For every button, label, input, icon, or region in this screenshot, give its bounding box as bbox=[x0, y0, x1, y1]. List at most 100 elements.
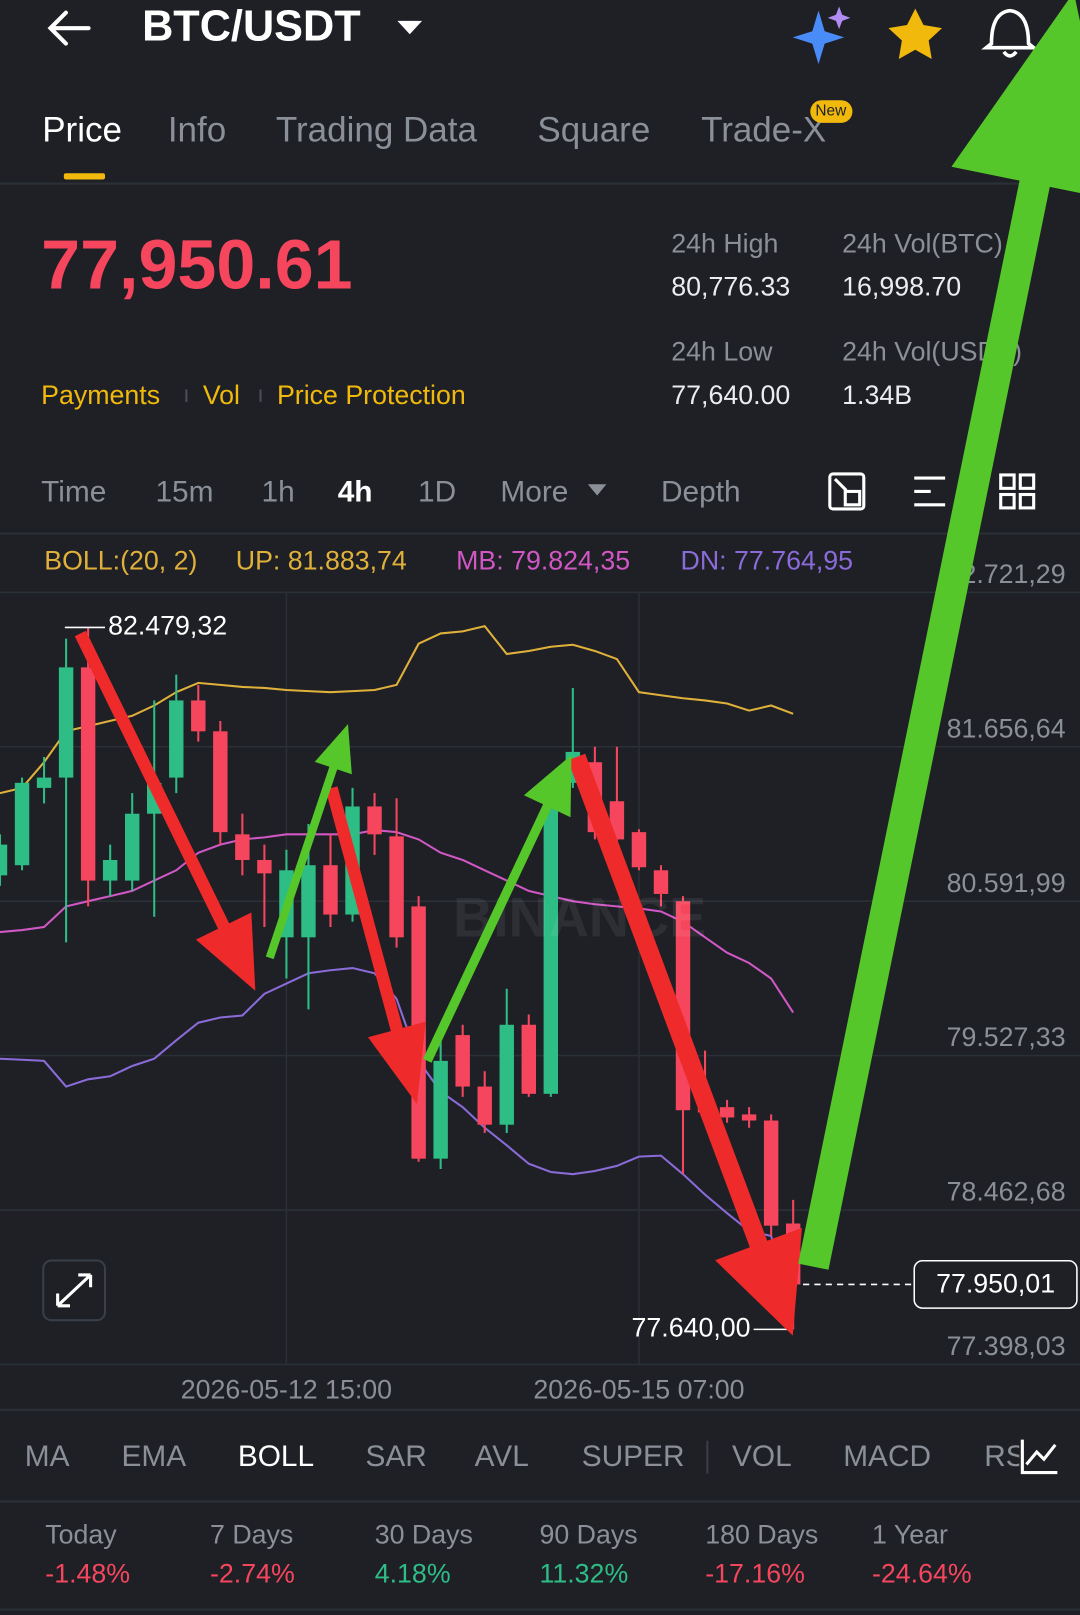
period-change: -24.64% bbox=[872, 1559, 972, 1589]
stat-label: 24h High bbox=[671, 228, 778, 258]
indicator-tab[interactable]: EMA bbox=[121, 1440, 186, 1473]
candle-body bbox=[433, 1060, 448, 1159]
indicator-tab[interactable]: SUPER bbox=[582, 1440, 685, 1473]
band-legend: UP: 81.883,74 bbox=[236, 546, 407, 576]
period-label: 1 Year bbox=[872, 1519, 948, 1549]
candle-body bbox=[653, 870, 669, 894]
candle-body bbox=[0, 844, 8, 876]
stat-value: 77,640.00 bbox=[671, 380, 790, 410]
expand-icon bbox=[56, 1273, 93, 1308]
interval[interactable]: 15m bbox=[155, 475, 213, 508]
x-tick-label: 2026-05-15 07:00 bbox=[533, 1374, 744, 1404]
period-label: 180 Days bbox=[705, 1519, 818, 1549]
interval[interactable]: More bbox=[500, 475, 568, 508]
candle-body bbox=[367, 806, 382, 835]
high-label: 82.479,32 bbox=[108, 610, 227, 640]
interval[interactable]: 1h bbox=[262, 475, 295, 508]
candle-body bbox=[102, 859, 118, 881]
band-legend: MB: 79.824,35 bbox=[456, 546, 630, 576]
indicator-tabs: MA EMA BOLL SAR AVL SUPER VOL MACD RSI bbox=[25, 1440, 1034, 1473]
tab[interactable]: Square bbox=[537, 110, 650, 149]
tab[interactable]: Price bbox=[42, 110, 122, 149]
new-badge bbox=[810, 100, 853, 123]
current-price-label: 77.950,01 bbox=[936, 1269, 1055, 1299]
candle-body bbox=[323, 865, 338, 915]
candle-body bbox=[455, 1035, 470, 1087]
more-caret[interactable] bbox=[587, 484, 607, 496]
candle-body bbox=[191, 700, 206, 732]
pair-title[interactable]: BTC/USDT bbox=[142, 3, 361, 51]
back-button[interactable] bbox=[47, 10, 91, 46]
candle-body bbox=[477, 1086, 492, 1125]
pair-dropdown[interactable] bbox=[397, 20, 423, 35]
boll-band bbox=[0, 967, 795, 1312]
period-change: -2.74% bbox=[210, 1559, 295, 1589]
x-tick-label: 2026-05-12 15:00 bbox=[181, 1374, 392, 1404]
tab-underline bbox=[63, 173, 106, 180]
candle-body bbox=[235, 834, 250, 860]
interval[interactable]: 4h bbox=[338, 475, 373, 508]
indicator-tab[interactable]: MACD bbox=[843, 1440, 931, 1473]
interval[interactable]: Time bbox=[41, 475, 106, 508]
candle-body bbox=[169, 700, 184, 778]
indicator-tab[interactable]: BOLL bbox=[238, 1440, 314, 1473]
stat-value: 1.34B bbox=[842, 380, 912, 410]
arrow bbox=[798, 0, 1080, 1270]
period-change: 4.18% bbox=[375, 1559, 451, 1589]
link[interactable]: Payments bbox=[41, 380, 160, 410]
bell-icon[interactable] bbox=[981, 8, 1039, 58]
candle-body bbox=[14, 782, 30, 866]
boll-band bbox=[0, 625, 794, 795]
favorite-star[interactable] bbox=[888, 8, 943, 60]
stats: 24h High 80,776.33 24h Vol(BTC) 16,998.70 24… bbox=[671, 228, 1022, 409]
y-tick-label: 81.656,64 bbox=[947, 713, 1066, 743]
arrow bbox=[265, 724, 352, 960]
candlestick-chart: 82.721,2981.656,6480.591,9979.527,3378.4… bbox=[0, 559, 1080, 1404]
y-tick-label: 78.462,68 bbox=[947, 1177, 1066, 1207]
period-change: -17.16% bbox=[705, 1559, 805, 1589]
interval-bar: Time 15m 1h 4h 1D More Depth bbox=[41, 475, 740, 508]
candle-body bbox=[631, 832, 647, 868]
stat-value: 80,776.33 bbox=[671, 272, 790, 302]
tab[interactable]: Trading Data bbox=[276, 110, 478, 149]
candle-body bbox=[257, 859, 272, 874]
arrow bbox=[423, 754, 572, 1063]
indicator-tab[interactable]: AVL bbox=[475, 1440, 529, 1473]
tab[interactable]: Info bbox=[168, 110, 226, 149]
current-price-box bbox=[913, 1259, 1078, 1309]
chart-tools[interactable] bbox=[828, 472, 1036, 511]
arrow bbox=[567, 753, 802, 1336]
indicator-name: BOLL:(20, 2) bbox=[44, 546, 197, 576]
interval[interactable]: Depth bbox=[661, 475, 741, 508]
performance: Today -1.48% 7 Days -2.74% 30 Days 4.18% 90 Da… bbox=[45, 1519, 971, 1588]
tab[interactable]: Trade-X bbox=[701, 110, 826, 149]
y-tick-label: 79.527,33 bbox=[947, 1022, 1066, 1052]
tab-bar: Price Info Trading Data Square Trade-X bbox=[42, 110, 826, 149]
expand-button[interactable] bbox=[42, 1259, 107, 1322]
period-change: -1.48% bbox=[45, 1559, 130, 1589]
candle-body bbox=[58, 667, 74, 778]
interval[interactable]: 1D bbox=[418, 475, 456, 508]
link[interactable]: Price Protection bbox=[277, 380, 466, 410]
stat-label: 24h Low bbox=[671, 337, 773, 367]
new-badge-text: New bbox=[815, 103, 847, 120]
candle-body bbox=[389, 836, 404, 938]
link[interactable]: Vol bbox=[203, 380, 240, 410]
last-price: 77,950.61 bbox=[41, 226, 352, 304]
candle-body bbox=[763, 1120, 779, 1226]
period-label: Today bbox=[45, 1519, 117, 1549]
candle-body bbox=[543, 808, 559, 1094]
stat-label: 24h Vol(BTC) bbox=[842, 228, 1003, 258]
indicator-tab[interactable]: SAR bbox=[365, 1440, 426, 1473]
indicator-tab[interactable]: VOL bbox=[732, 1440, 792, 1473]
period-label: 7 Days bbox=[210, 1519, 293, 1549]
candle-body bbox=[301, 865, 316, 938]
indicator-tab[interactable]: MA bbox=[25, 1440, 70, 1473]
ai-icon[interactable] bbox=[792, 6, 851, 65]
indicator-settings[interactable] bbox=[1020, 1439, 1058, 1475]
period-label: 90 Days bbox=[539, 1519, 637, 1549]
link-row: Payments Vol Price Protection bbox=[41, 380, 466, 410]
y-tick-label: 80.591,99 bbox=[947, 868, 1066, 898]
